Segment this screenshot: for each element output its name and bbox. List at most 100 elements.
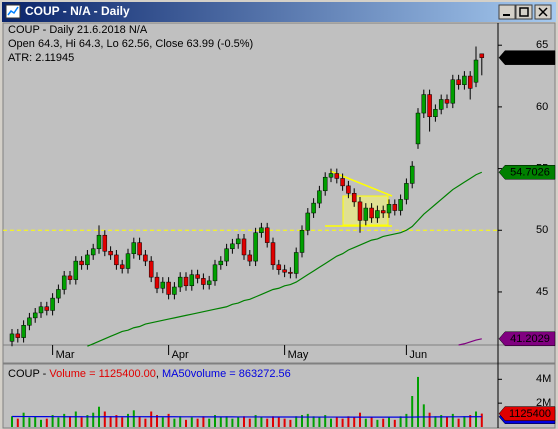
candle-body (334, 173, 340, 179)
volume-legend-part: MA50volume = 863272.56 (162, 368, 291, 380)
volume-bar (446, 417, 448, 427)
volume-legend-part: , (156, 368, 162, 380)
volume-bar (440, 415, 443, 427)
volume-bar (28, 417, 31, 427)
y-tick-label: 50 (536, 224, 548, 236)
candle-body (137, 242, 142, 256)
volume-bar (208, 418, 211, 427)
volume-bar (231, 418, 234, 427)
volume-bar (138, 416, 141, 427)
maximize-icon (519, 7, 529, 17)
volume-bar (92, 412, 95, 427)
volume-bar (382, 418, 385, 427)
candle-body (398, 199, 403, 211)
candle-body (212, 264, 218, 282)
volume-bar (150, 411, 153, 427)
volume-bar (74, 411, 77, 427)
candle-body (114, 254, 119, 266)
volume-bar (34, 416, 37, 427)
volume-bar (364, 418, 367, 427)
title-bar (2, 2, 556, 22)
candle-body (189, 274, 195, 287)
candle-body (172, 286, 177, 295)
x-tick-label: Apr (172, 349, 189, 361)
candle-body (102, 234, 108, 252)
app-icon-line (7, 6, 19, 16)
candle-body (438, 99, 444, 110)
y-tick-label: 60 (536, 101, 548, 113)
volume-legend: COUP - Volume = 1125400.00, MA50volume =… (8, 368, 291, 380)
candle-body (253, 232, 258, 262)
candle-body (56, 289, 61, 299)
volume-bar (132, 410, 135, 427)
volume-bar (266, 418, 269, 427)
volume-bar (359, 412, 361, 427)
volume-bar (144, 418, 147, 427)
candle-body (90, 248, 96, 256)
candle-body (9, 333, 15, 342)
window-buttons[interactable] (498, 4, 552, 20)
candle-body (409, 165, 415, 184)
window-title: COUP - N/A - Daily (25, 4, 130, 18)
volume-bar (289, 419, 292, 427)
candle-body (317, 190, 322, 204)
candle-body (346, 185, 351, 194)
atr-annotation: ATR: 2.11945 (8, 52, 74, 64)
chart-title: COUP - Daily 21.6.2018 N/A (8, 24, 148, 36)
candle-body (32, 312, 38, 319)
candle-body (154, 276, 160, 289)
volume-bar (127, 413, 129, 427)
volume-bar (248, 418, 251, 427)
volume-bar (324, 415, 327, 427)
volume-bar (475, 411, 477, 427)
volume-bar (341, 418, 344, 427)
volume-bar (45, 418, 48, 427)
candle-body (27, 317, 32, 326)
volume-bar (376, 419, 379, 427)
volume-bar (22, 412, 25, 427)
volume-bar (451, 413, 454, 427)
volume-bar (254, 415, 257, 427)
y-tick-label: 65 (536, 39, 548, 51)
candle-body (282, 269, 287, 273)
candle-body (305, 212, 311, 231)
volume-bar (422, 404, 425, 427)
volume-bar (411, 396, 414, 427)
volume-bar (86, 415, 89, 427)
candle-body (119, 264, 125, 269)
value-badge (498, 331, 556, 347)
minimize-button[interactable] (498, 4, 516, 20)
volume-bar (161, 417, 164, 427)
candle-body (15, 333, 21, 338)
volume-bar (237, 417, 240, 427)
candle-body (351, 193, 357, 203)
volume-bar (370, 417, 373, 427)
date-axis (2, 344, 556, 364)
price-pane (2, 22, 556, 346)
candle-body (61, 275, 67, 290)
volume-bar (214, 415, 216, 427)
volume-bar (469, 415, 472, 427)
volume-bar (190, 417, 193, 427)
candle-body (270, 242, 276, 266)
candle-body (433, 109, 438, 118)
volume-bar (335, 417, 338, 427)
close-icon (538, 7, 548, 17)
candle-body (328, 173, 334, 178)
candle-body (444, 99, 450, 104)
maximize-button[interactable] (515, 4, 533, 20)
candle-body (224, 248, 229, 262)
volume-bar (330, 418, 332, 427)
moving-average-line (87, 171, 483, 347)
volume-bar (57, 417, 60, 427)
candle-body (264, 227, 270, 243)
candle-body (386, 204, 392, 214)
candle-body (404, 183, 409, 200)
candle-body (276, 264, 282, 270)
volume-bar (463, 416, 466, 427)
candle-body (479, 53, 485, 58)
candle-body (50, 297, 55, 311)
candle-body (241, 238, 247, 256)
candle-body (183, 276, 189, 287)
